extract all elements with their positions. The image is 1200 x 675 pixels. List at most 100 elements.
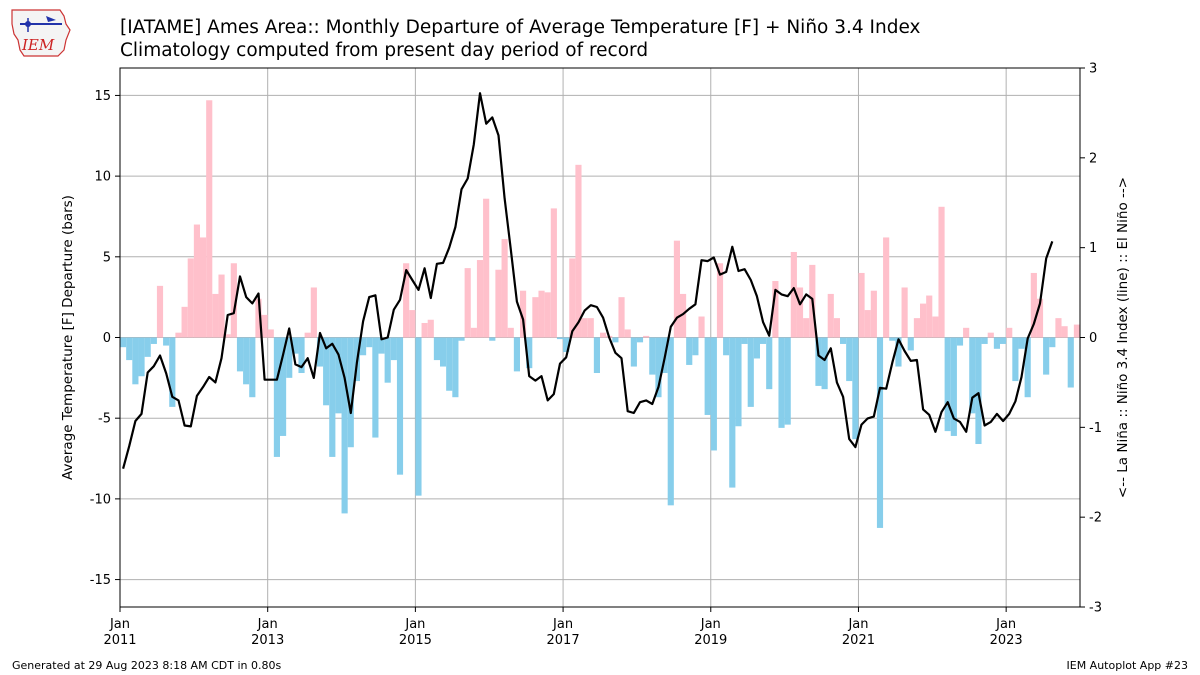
- temperature-bar: [316, 337, 324, 367]
- temperature-bar: [1030, 272, 1037, 338]
- temperature-bar: [236, 337, 244, 372]
- x-tick-label-month: Jan: [404, 617, 425, 632]
- temperature-bar: [963, 327, 970, 338]
- temperature-bar: [630, 337, 637, 367]
- y2-tick-label: 2: [1089, 151, 1097, 166]
- temperature-bar: [150, 337, 157, 344]
- temperature-bar: [833, 318, 840, 338]
- temperature-bar: [883, 237, 890, 338]
- temperature-bar: [686, 337, 693, 365]
- temperature-bar: [956, 337, 964, 346]
- temperature-bar: [895, 337, 902, 367]
- temperature-bar: [907, 337, 914, 351]
- temperature-bar: [803, 318, 810, 338]
- y2-tick-label: -2: [1089, 511, 1102, 526]
- temperature-bar: [446, 337, 453, 391]
- temperature-bar: [846, 337, 853, 382]
- temperature-bar: [200, 237, 207, 338]
- temperature-bar: [206, 100, 213, 338]
- temperature-bar: [1012, 337, 1019, 382]
- temperature-bar: [981, 337, 988, 344]
- x-tick-label-month: Jan: [109, 617, 130, 632]
- temperature-bar: [704, 337, 711, 415]
- temperature-bar: [575, 164, 582, 338]
- temperature-bar: [378, 337, 385, 354]
- y-axis-label: Average Temperature [F] Departure (bars): [60, 195, 76, 480]
- temperature-bar: [489, 337, 496, 341]
- temperature-bar: [396, 337, 404, 475]
- temperature-bar: [360, 337, 367, 356]
- temperature-bar: [267, 329, 274, 338]
- temperature-bar: [544, 292, 551, 338]
- temperature-bar: [563, 337, 570, 353]
- temperature-bar: [926, 295, 933, 338]
- temperature-bar: [286, 337, 293, 378]
- y2-tick-label: 0: [1089, 331, 1097, 346]
- temperature-bar: [673, 240, 680, 338]
- temperature-bar: [587, 318, 594, 338]
- temperature-bar: [920, 303, 927, 338]
- temperature-bar: [458, 337, 465, 341]
- temperature-bar: [550, 208, 557, 338]
- y-tick-label: 0: [103, 331, 111, 346]
- temperature-bar: [526, 337, 533, 369]
- temperature-bar: [212, 293, 219, 338]
- y2-tick-label: 3: [1089, 62, 1097, 77]
- temperature-bar: [132, 337, 139, 385]
- x-tick-label-year: 2013: [251, 633, 284, 648]
- temperature-bar: [1073, 324, 1080, 338]
- y2-axis-label: <-- La Niña :: Niño 3.4 Index (line) :: …: [1115, 177, 1131, 498]
- temperature-bar: [618, 297, 625, 338]
- temperature-bar: [1061, 326, 1068, 338]
- chart-subtitle: Climatology computed from present day pe…: [120, 40, 649, 61]
- temperature-bar: [636, 337, 644, 343]
- temperature-bar: [698, 316, 705, 338]
- temperature-bar: [753, 337, 760, 359]
- temperature-bar: [796, 287, 804, 338]
- temperature-bar: [680, 293, 687, 338]
- temperature-bar: [723, 337, 730, 356]
- temperature-bar: [175, 332, 182, 338]
- temperature-bar: [569, 258, 576, 338]
- x-tick-label-month: Jan: [700, 617, 721, 632]
- temperature-bar: [667, 337, 674, 506]
- temperature-bar: [815, 337, 822, 386]
- temperature-bar: [513, 337, 520, 372]
- temperature-bar: [1067, 337, 1074, 388]
- temperature-bar: [230, 263, 237, 338]
- temperature-bar: [341, 337, 348, 514]
- temperature-bar: [772, 281, 779, 338]
- temperature-bar: [901, 287, 908, 338]
- temperature-bar: [913, 318, 920, 338]
- temperature-bar: [323, 337, 330, 406]
- temperature-bar: [224, 334, 231, 338]
- temperature-bar: [741, 337, 748, 344]
- temperature-bar: [163, 337, 170, 346]
- temperature-bar: [1036, 298, 1044, 338]
- x-tick-label-year: 2021: [842, 633, 875, 648]
- temperature-bar: [766, 337, 773, 390]
- temperature-bar: [950, 337, 957, 436]
- x-tick-label-year: 2023: [990, 633, 1023, 648]
- temperature-bar: [643, 335, 650, 338]
- temperature-bar: [532, 297, 539, 338]
- temperature-bar: [870, 290, 877, 338]
- temperature-bar: [1049, 337, 1056, 348]
- temperature-bar: [969, 337, 976, 414]
- y-tick-label: -5: [98, 412, 111, 427]
- temperature-bar: [470, 327, 477, 338]
- x-tick-label-month: Jan: [552, 617, 573, 632]
- temperature-bar: [409, 310, 416, 338]
- temperature-bar: [218, 274, 225, 338]
- temperature-bar: [120, 337, 127, 348]
- temperature-bar: [304, 332, 311, 338]
- temperature-bar: [298, 337, 305, 374]
- temperature-bar: [612, 337, 619, 343]
- temperature-bar: [329, 337, 336, 457]
- temperature-bar: [126, 337, 133, 361]
- temperature-bar: [624, 329, 631, 338]
- temperature-bar: [280, 337, 287, 436]
- temperature-bar: [464, 268, 471, 338]
- temperature-bar: [335, 337, 342, 414]
- temperature-bar: [483, 198, 490, 338]
